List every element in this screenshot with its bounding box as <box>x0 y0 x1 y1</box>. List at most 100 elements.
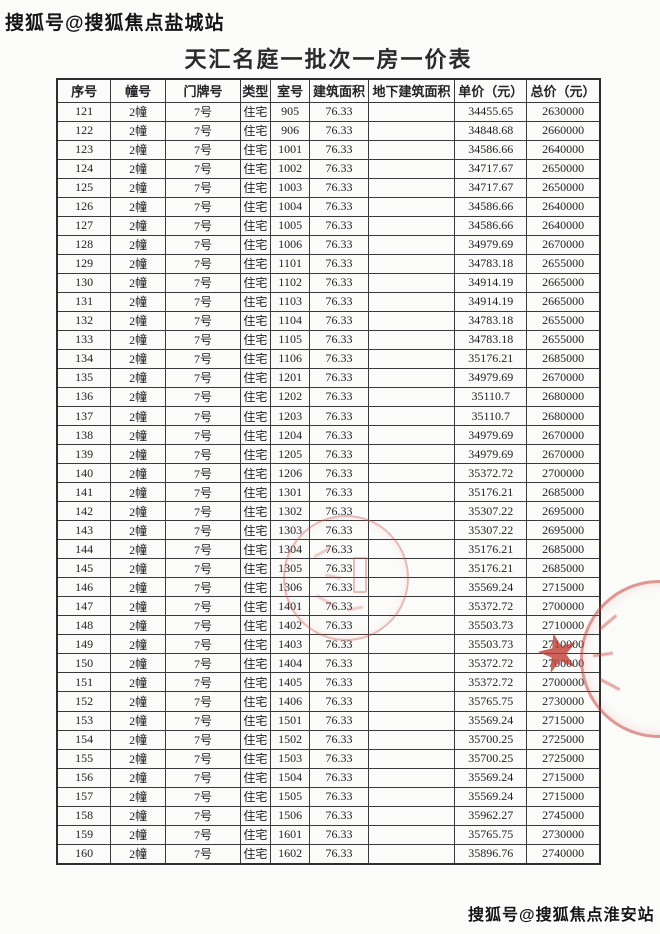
cell-building: 2幢 <box>110 843 167 865</box>
table-row: 159 2幢 7号 住宅 1601 76.33 35765.75 2730000 <box>56 824 601 845</box>
cell-room: 1001 <box>269 139 311 160</box>
cell-serial: 141 <box>56 482 112 503</box>
table-row: 123 2幢 7号 住宅 1001 76.33 34586.66 2640000 <box>56 139 601 160</box>
cell-unit-price: 34783.18 <box>454 253 528 274</box>
cell-room: 1005 <box>269 215 311 236</box>
cell-room: 1303 <box>269 520 311 541</box>
cell-total-price: 2665000 <box>526 291 601 312</box>
cell-floor-area: 76.33 <box>309 310 369 331</box>
cell-door-number: 7号 <box>165 653 241 674</box>
cell-unit-price: 35307.22 <box>454 501 528 522</box>
header-door-number: 门牌号 <box>165 78 241 103</box>
cell-door-number: 7号 <box>165 805 241 826</box>
table-row: 157 2幢 7号 住宅 1505 76.33 35569.24 2715000 <box>56 786 601 807</box>
cell-floor-area: 76.33 <box>309 710 369 731</box>
cell-type: 住宅 <box>240 253 271 274</box>
cell-floor-area: 76.33 <box>309 405 369 427</box>
cell-building: 2幢 <box>110 234 167 255</box>
cell-basement-area <box>367 577 456 598</box>
header-basement-area: 地下建筑面积 <box>367 78 456 103</box>
cell-door-number: 7号 <box>165 329 241 350</box>
cell-building: 2幢 <box>110 310 167 331</box>
cell-room: 1306 <box>269 577 311 598</box>
cell-type: 住宅 <box>240 843 271 865</box>
cell-floor-area: 76.33 <box>309 577 369 598</box>
cell-basement-area <box>367 843 456 865</box>
table-row: 135 2幢 7号 住宅 1201 76.33 34979.69 2670000 <box>56 367 601 388</box>
cell-type: 住宅 <box>240 672 271 693</box>
table-row: 130 2幢 7号 住宅 1102 76.33 34914.19 2665000 <box>56 272 601 293</box>
cell-unit-price: 35503.73 <box>454 634 528 655</box>
cell-total-price: 2685000 <box>526 348 601 369</box>
cell-building: 2幢 <box>110 539 167 560</box>
cell-unit-price: 34783.18 <box>454 310 528 331</box>
table-row: 153 2幢 7号 住宅 1501 76.33 35569.24 2715000 <box>56 710 601 731</box>
cell-serial: 125 <box>56 177 112 198</box>
cell-door-number: 7号 <box>165 634 241 655</box>
watermark-top-left: 搜狐号@搜狐焦点盐城站 <box>5 13 225 34</box>
table-row: 122 2幢 7号 住宅 906 76.33 34848.68 2660000 <box>56 120 601 141</box>
header-floor-area: 建筑面积 <box>309 78 369 103</box>
cell-type: 住宅 <box>240 177 271 198</box>
cell-type: 住宅 <box>240 501 271 522</box>
cell-basement-area <box>367 444 456 465</box>
cell-serial: 156 <box>56 767 112 788</box>
cell-total-price: 2670000 <box>526 234 601 255</box>
cell-type: 住宅 <box>240 710 271 731</box>
cell-type: 住宅 <box>240 691 271 712</box>
cell-building: 2幢 <box>110 482 167 503</box>
cell-basement-area <box>367 234 456 255</box>
cell-serial: 160 <box>56 843 112 865</box>
cell-basement-area <box>367 539 456 560</box>
header-row: 序号 幢号 门牌号 类型 室号 建筑面积 地下建筑面积 单价（元） 总价（元） <box>56 78 601 103</box>
table-row: 150 2幢 7号 住宅 1404 76.33 35372.72 2700000 <box>56 653 601 674</box>
cell-door-number: 7号 <box>165 558 241 579</box>
cell-basement-area <box>367 158 456 179</box>
cell-door-number: 7号 <box>165 234 241 255</box>
cell-floor-area: 76.33 <box>309 367 369 388</box>
cell-serial: 142 <box>56 501 112 522</box>
cell-floor-area: 76.33 <box>309 444 369 465</box>
header-building: 幢号 <box>110 78 167 103</box>
cell-total-price: 2650000 <box>526 177 601 198</box>
cell-total-price: 2740000 <box>526 843 601 865</box>
cell-total-price: 2655000 <box>526 253 601 274</box>
cell-basement-area <box>367 805 456 826</box>
cell-building: 2幢 <box>110 729 167 750</box>
cell-basement-area <box>367 786 456 807</box>
cell-unit-price: 35110.7 <box>454 405 528 427</box>
cell-unit-price: 35569.24 <box>454 767 528 788</box>
cell-room: 1505 <box>269 786 311 807</box>
cell-unit-price: 34979.69 <box>454 234 528 255</box>
cell-room: 1103 <box>269 291 311 312</box>
cell-door-number: 7号 <box>165 691 241 712</box>
cell-room: 1304 <box>269 539 311 560</box>
cell-floor-area: 76.33 <box>309 615 369 636</box>
table-row: 155 2幢 7号 住宅 1503 76.33 35700.25 2725000 <box>56 748 601 769</box>
cell-building: 2幢 <box>110 748 167 769</box>
cell-serial: 149 <box>56 634 112 655</box>
cell-room: 1104 <box>269 310 311 331</box>
cell-unit-price: 35372.72 <box>454 672 528 693</box>
cell-door-number: 7号 <box>165 386 241 408</box>
cell-building: 2幢 <box>110 615 167 636</box>
cell-type: 住宅 <box>240 786 271 807</box>
cell-room: 1502 <box>269 729 311 750</box>
cell-basement-area <box>367 348 456 369</box>
cell-door-number: 7号 <box>165 139 241 160</box>
cell-door-number: 7号 <box>165 177 241 198</box>
cell-door-number: 7号 <box>165 615 241 636</box>
cell-door-number: 7号 <box>165 520 241 541</box>
cell-serial: 146 <box>56 577 112 598</box>
cell-total-price: 2745000 <box>526 805 601 826</box>
cell-total-price: 2715000 <box>526 786 601 807</box>
table-row: 136 2幢 7号 住宅 1202 76.33 35110.7 2680000 <box>56 386 601 408</box>
cell-total-price: 2715000 <box>526 577 601 598</box>
cell-total-price: 2730000 <box>526 824 601 845</box>
cell-serial: 126 <box>56 196 112 217</box>
cell-door-number: 7号 <box>165 444 241 465</box>
cell-room: 1105 <box>269 329 311 350</box>
cell-door-number: 7号 <box>165 291 241 312</box>
cell-door-number: 7号 <box>165 729 241 750</box>
cell-serial: 122 <box>56 120 112 141</box>
